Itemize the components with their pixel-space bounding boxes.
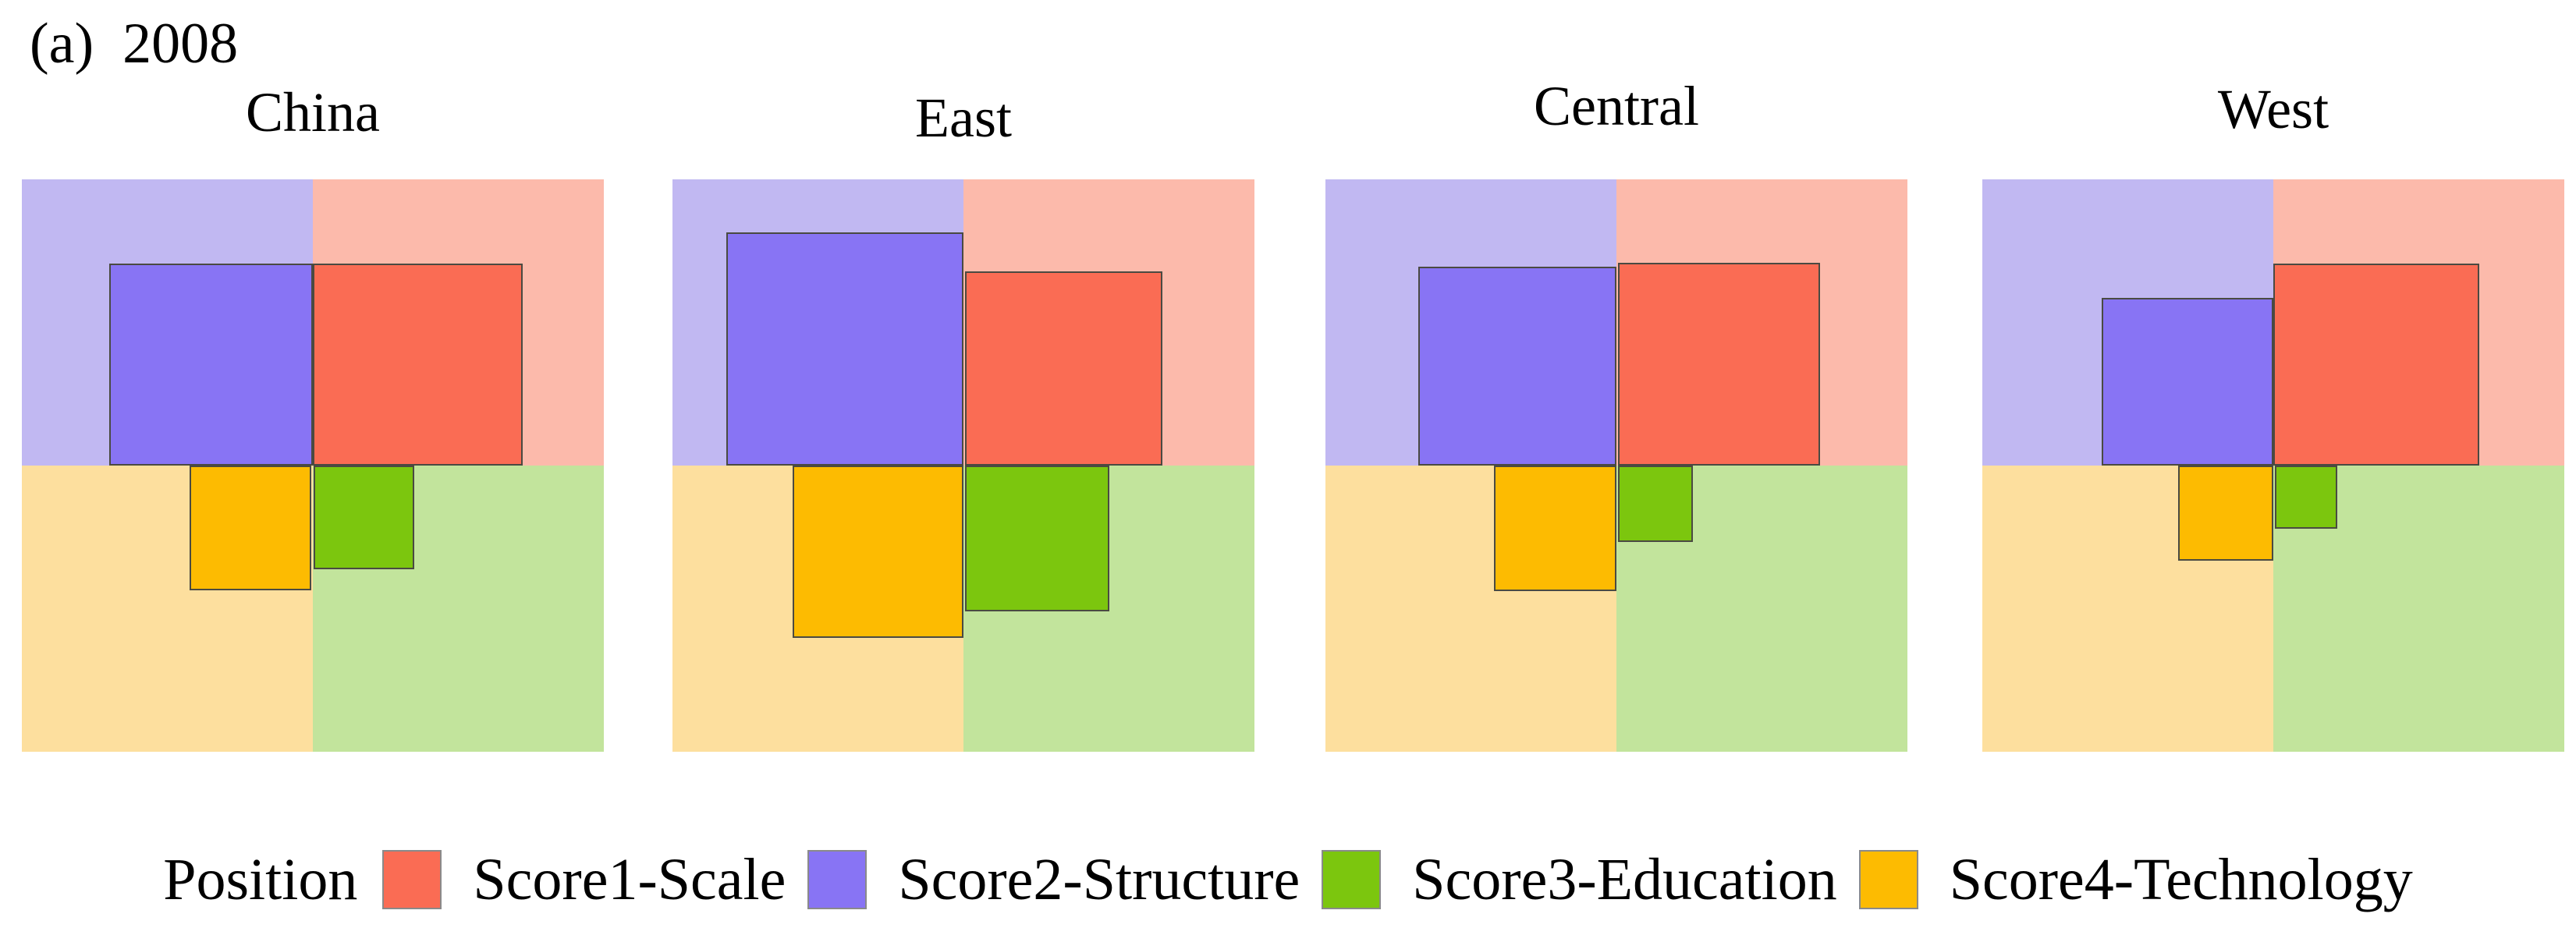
square-scale	[965, 271, 1163, 466]
square-scale	[1618, 263, 1821, 466]
panel-title-china: China	[246, 81, 380, 143]
panel-east	[672, 179, 1254, 752]
square-education	[313, 466, 414, 569]
panel-central	[1325, 179, 1907, 752]
legend-swatch-technology	[1858, 850, 1918, 909]
square-structure	[726, 232, 963, 466]
square-technology	[189, 466, 311, 590]
square-structure	[2101, 297, 2273, 466]
square-technology	[792, 466, 963, 638]
legend-label-scale: Score1-Scale	[473, 847, 786, 912]
square-technology	[2178, 466, 2273, 561]
panel-title-west: West	[2217, 78, 2329, 140]
square-technology	[1494, 466, 1616, 591]
legend-label-technology: Score4-Technology	[1949, 847, 2413, 912]
legend-label-education: Score3-Education	[1412, 847, 1837, 912]
square-education	[1618, 466, 1694, 543]
legend-title: Position	[163, 847, 358, 912]
legend: Position Score1-Scale Score2-Structure Scor…	[0, 846, 2576, 913]
legend-swatch-scale	[382, 850, 442, 909]
square-education	[965, 466, 1110, 612]
figure-label: (a) 2008	[30, 12, 239, 76]
square-scale	[313, 263, 523, 466]
square-education	[2275, 466, 2338, 529]
legend-swatch-structure	[807, 850, 868, 909]
panel-title-east: East	[915, 87, 1012, 149]
square-structure	[108, 263, 313, 466]
panel-west	[1982, 179, 2564, 752]
legend-label-structure: Score2-Structure	[898, 847, 1300, 912]
square-structure	[1418, 267, 1616, 466]
legend-swatch-education	[1322, 850, 1382, 909]
panel-china	[22, 179, 604, 752]
square-scale	[2273, 263, 2480, 466]
panel-title-central: Central	[1534, 75, 1699, 137]
